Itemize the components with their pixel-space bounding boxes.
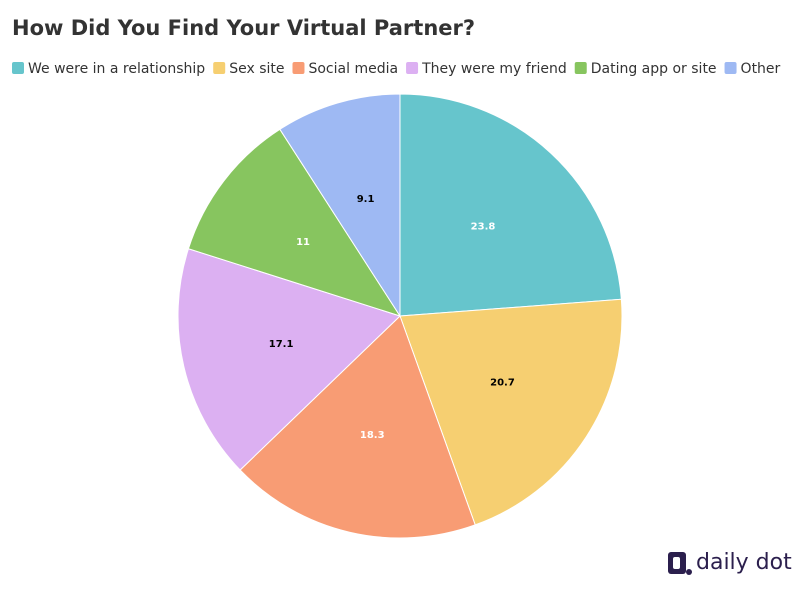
pie-slice [187,128,402,317]
data-label: 17.1 [269,339,294,350]
logo: daily dot [668,550,792,575]
legend-swatch [406,62,419,74]
pie-slice [399,93,622,317]
legend-label: We were in a relationship [28,61,205,77]
data-label: 9.1 [357,194,375,205]
logo-icon-inner [673,557,680,569]
pie-slice [279,93,401,318]
pie-slice [239,315,476,539]
legend-swatch [724,62,737,74]
chart-title: How Did You Find Your Virtual Partner? [12,16,475,40]
pie-slice [177,248,401,471]
legend-swatch [574,62,587,74]
legend-swatch [213,62,226,74]
data-label: 20.7 [490,377,515,388]
logo-dot [686,569,692,575]
legend-label: Sex site [229,61,284,77]
legend-swatch [292,62,305,74]
legend-label: Social media [308,61,398,77]
logo-text: daily dot [696,550,792,575]
data-label: 23.8 [471,221,496,232]
data-label: 18.3 [360,430,385,441]
data-label: 11 [296,237,310,248]
legend-label: They were my friend [421,61,567,77]
legend-label: Dating app or site [591,61,717,77]
legend-swatch [12,62,24,74]
pie-slice [399,298,623,526]
legend-label: Other [741,61,781,77]
